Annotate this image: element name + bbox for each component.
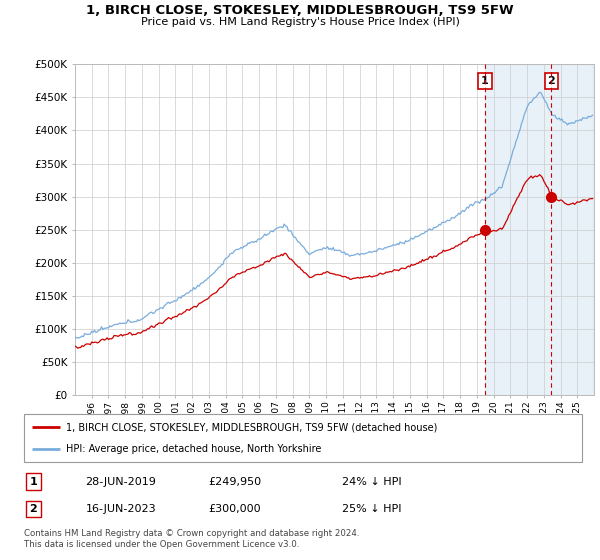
Text: 16-JUN-2023: 16-JUN-2023 [85, 504, 156, 514]
Text: £300,000: £300,000 [208, 504, 261, 514]
Text: 1, BIRCH CLOSE, STOKESLEY, MIDDLESBROUGH, TS9 5FW: 1, BIRCH CLOSE, STOKESLEY, MIDDLESBROUGH… [86, 4, 514, 17]
Text: 2: 2 [548, 76, 556, 86]
Text: Contains HM Land Registry data © Crown copyright and database right 2024.
This d: Contains HM Land Registry data © Crown c… [24, 529, 359, 549]
Text: 25% ↓ HPI: 25% ↓ HPI [342, 504, 401, 514]
Text: 1, BIRCH CLOSE, STOKESLEY, MIDDLESBROUGH, TS9 5FW (detached house): 1, BIRCH CLOSE, STOKESLEY, MIDDLESBROUGH… [66, 422, 437, 432]
Text: £249,950: £249,950 [208, 477, 261, 487]
Text: 24% ↓ HPI: 24% ↓ HPI [342, 477, 401, 487]
Text: HPI: Average price, detached house, North Yorkshire: HPI: Average price, detached house, Nort… [66, 444, 321, 454]
Text: 1: 1 [29, 477, 37, 487]
Text: Price paid vs. HM Land Registry's House Price Index (HPI): Price paid vs. HM Land Registry's House … [140, 17, 460, 27]
Text: 28-JUN-2019: 28-JUN-2019 [85, 477, 156, 487]
Text: 2: 2 [29, 504, 37, 514]
Text: 1: 1 [481, 76, 489, 86]
